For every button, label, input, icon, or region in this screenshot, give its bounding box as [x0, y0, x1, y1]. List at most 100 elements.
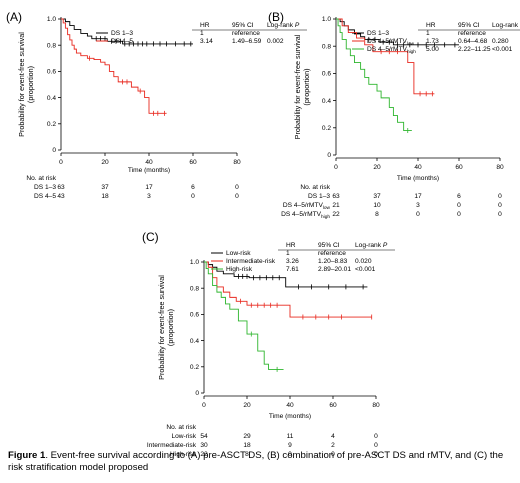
legend-ci-value: reference: [458, 30, 486, 37]
legend-series-name: DS 4–5/rMTVlow: [367, 38, 415, 47]
legend-series-name: DS 4–5: [111, 38, 133, 45]
y-tick-label: 0.6: [322, 71, 331, 78]
survival-curve-2: [336, 18, 435, 95]
x-tick-label: 40: [414, 164, 422, 171]
legend-ci-value: reference: [232, 30, 260, 37]
x-tick-label: 40: [145, 159, 153, 166]
risk-table-value: 0: [374, 433, 378, 440]
risk-table-value: 18: [243, 442, 251, 449]
legend-hr-value: 7.61: [286, 266, 299, 273]
legend-header-hr: HR: [286, 242, 296, 249]
legend-ci-value: 2.89–20.01: [318, 266, 351, 273]
risk-table-value: 3: [416, 202, 420, 209]
risk-table-value: 6: [457, 193, 461, 200]
y-tick-label: 0.4: [190, 338, 199, 345]
risk-table-value: 37: [373, 193, 381, 200]
x-tick-label: 80: [496, 164, 504, 171]
x-axis-title: Time (months): [128, 167, 170, 174]
x-tick-label: 80: [233, 159, 241, 166]
risk-table-value: 0: [288, 451, 292, 458]
risk-table-value: 21: [332, 202, 340, 209]
risk-table-title: No. at risk: [166, 424, 196, 431]
legend-header-ci: 95% CI: [318, 242, 340, 249]
y-tick-label: 0.2: [322, 125, 331, 132]
x-tick-label: 0: [59, 159, 63, 166]
risk-table-value: 63: [332, 193, 340, 200]
x-tick-label: 0: [334, 164, 338, 171]
x-tick-label: 20: [243, 402, 251, 409]
risk-table-value: 4: [331, 433, 335, 440]
legend-header-ci: 95% CI: [458, 22, 480, 29]
legend-hr-value: 1: [286, 250, 290, 257]
y-axis-title: Probability for event-free survival(prop…: [157, 275, 175, 380]
legend-ci-value: 2.22–11.25: [458, 46, 491, 53]
risk-table-row-label: DS 4–5/rMTVhigh: [281, 211, 330, 220]
panel-label: (A): [6, 10, 22, 24]
risk-table-value: 37: [101, 184, 109, 191]
risk-table-value: 22: [200, 451, 208, 458]
legend-ci-value: 1.49–6.59: [232, 38, 262, 45]
x-tick-label: 60: [329, 402, 337, 409]
y-axis-title: Probability for event-free survival(prop…: [17, 32, 35, 137]
risk-table-title: No. at risk: [26, 175, 56, 182]
legend-header-p: Log-rank P: [492, 22, 520, 29]
risk-table-value: 0: [457, 202, 461, 209]
legend-hr-value: 1: [200, 30, 204, 37]
x-tick-label: 80: [372, 402, 380, 409]
risk-table-value: 0: [191, 193, 195, 200]
y-tick-label: 1.0: [47, 16, 56, 23]
risk-table-row-label: DS 4–5/rMTVlow: [283, 202, 331, 211]
y-tick-label: 0.4: [322, 98, 331, 105]
legend-header-p: Log-rank P: [355, 242, 388, 249]
legend-p-value: <0.001: [355, 266, 376, 273]
legend-series-name: Low-risk: [226, 250, 251, 257]
survival-curve-2: [61, 18, 167, 114]
legend-header-hr: HR: [426, 22, 436, 29]
risk-table-value: 6: [191, 184, 195, 191]
risk-table-value: 9: [288, 442, 292, 449]
survival-curve-1: [61, 18, 193, 45]
legend-hr-value: 1.73: [426, 38, 439, 45]
legend-hr-value: 5.00: [426, 46, 439, 53]
risk-table-value: 30: [200, 442, 208, 449]
risk-table-value: 0: [498, 202, 502, 209]
risk-table-row-label: DS 1–3: [34, 184, 56, 191]
legend-ci-value: reference: [318, 250, 346, 257]
y-tick-label: 0: [327, 152, 331, 159]
y-tick-label: 1.0: [190, 259, 199, 266]
y-tick-label: 0.6: [190, 312, 199, 319]
risk-table-value: 0: [235, 184, 239, 191]
risk-table-row-label: DS 4–5: [34, 193, 56, 200]
risk-table-value: 10: [373, 202, 381, 209]
survival-curve-1: [204, 261, 368, 288]
x-tick-label: 20: [373, 164, 381, 171]
risk-table-value: 0: [374, 451, 378, 458]
legend-hr-value: 1: [426, 30, 430, 37]
risk-table-value: 43: [57, 193, 65, 200]
x-tick-label: 60: [189, 159, 197, 166]
risk-table-value: 22: [332, 211, 340, 218]
x-tick-label: 60: [455, 164, 463, 171]
risk-table-value: 29: [243, 433, 251, 440]
legend-hr-value: 3.26: [286, 258, 299, 265]
risk-table-value: 17: [145, 184, 153, 191]
survival-curve-3: [336, 18, 412, 131]
risk-table-value: 11: [287, 433, 294, 440]
y-tick-label: 0: [195, 390, 199, 397]
legend-hr-value: 3.14: [200, 38, 213, 45]
y-tick-label: 0.8: [322, 43, 331, 50]
risk-table-value: 8: [375, 211, 379, 218]
legend-ci-value: 1.20–8.83: [318, 258, 348, 265]
survival-curve-1: [336, 18, 459, 46]
caption-label: Figure 1: [8, 450, 46, 461]
panel-label: (B): [268, 10, 284, 24]
risk-table-title: No. at risk: [300, 184, 330, 191]
x-tick-label: 20: [101, 159, 109, 166]
caption-text: . Event-free survival according to (A) p…: [8, 450, 504, 473]
risk-table-row-label: DS 1–3: [308, 193, 330, 200]
y-tick-label: 0: [52, 147, 56, 154]
